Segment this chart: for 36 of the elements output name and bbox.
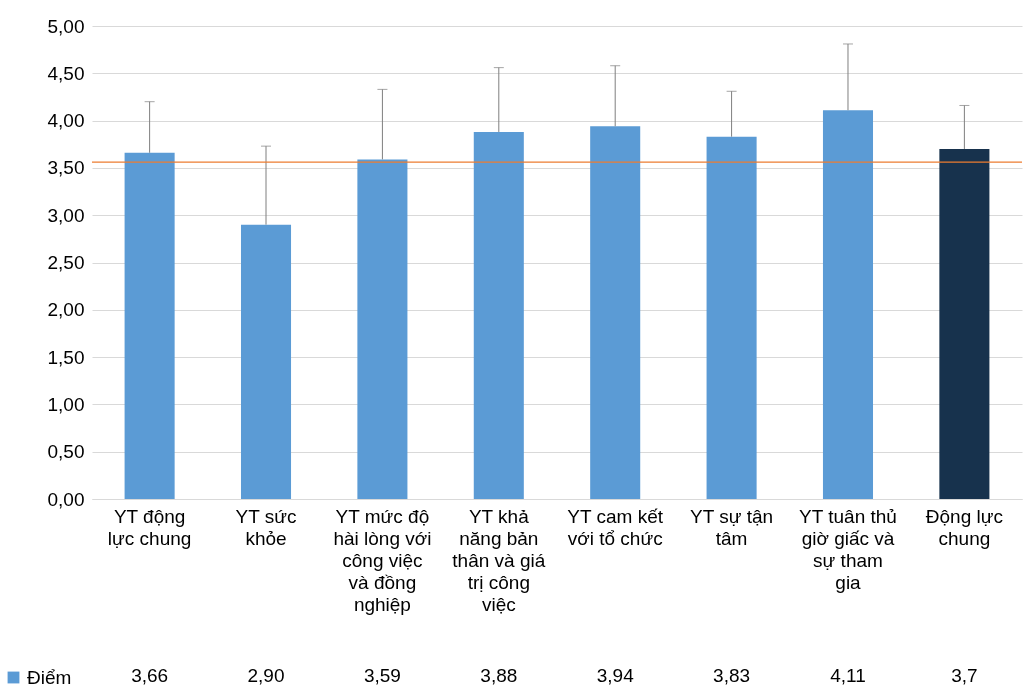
y-tick-label: 2,50 (47, 252, 85, 273)
x-tick-label: YT sức khỏe (235, 505, 297, 549)
y-tick-label: 1,50 (47, 346, 85, 368)
y-tick-label: 5,00 (47, 15, 85, 37)
y-tick-label: 4,00 (47, 110, 85, 132)
bar (357, 159, 408, 499)
data-label: 4,11 (830, 665, 866, 686)
x-tick-label: YT sự tận tâm (690, 505, 774, 549)
data-label: 3,94 (596, 665, 635, 686)
data-label: 3,83 (713, 665, 751, 686)
y-tick-label: 0,50 (47, 441, 85, 463)
bar (240, 224, 292, 499)
y-tick-label: 3,00 (47, 204, 85, 226)
x-tick-label: YT động lực chung (107, 505, 192, 549)
x-tick-label: YT khả năng bản thân và giá trị công việc (452, 505, 546, 615)
y-tick-label: 2,00 (47, 299, 85, 321)
x-tick-label: YT tuân thủ giờ giấc và sự tham gia (799, 505, 897, 593)
x-tick-label: Động lực chung (925, 505, 1003, 549)
y-tick-label: 0,00 (47, 488, 85, 510)
bar (473, 131, 524, 499)
y-tick-label: 3,50 (47, 157, 85, 179)
bar (706, 136, 757, 499)
data-label: 3,66 (131, 665, 169, 686)
legend-label: Điểm (27, 666, 72, 688)
data-label: 3,88 (480, 665, 518, 686)
data-label: 2,90 (247, 665, 285, 686)
bar (124, 152, 175, 499)
bar (939, 148, 990, 499)
x-tick-label: YT mức độ hài lòng với công việc và đồng nghiệp (333, 505, 432, 615)
y-tick-label: 4,50 (47, 62, 85, 84)
y-tick-label: 1,00 (47, 393, 85, 415)
bar (590, 126, 641, 499)
bar (822, 110, 874, 499)
x-tick-label: YT cam kết với tổ chức (567, 505, 664, 549)
data-label: 3,59 (363, 665, 401, 686)
data-label: 3,7 (951, 665, 978, 686)
